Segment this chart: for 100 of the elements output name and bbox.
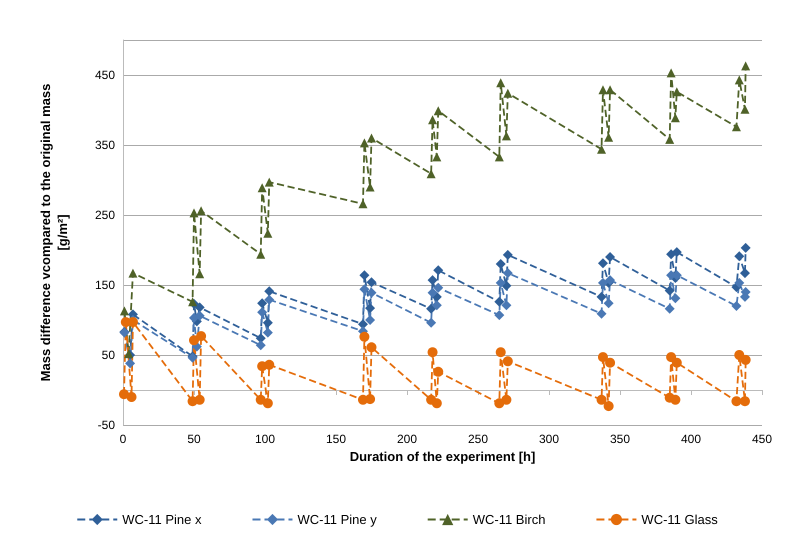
point [664,286,675,296]
x-tick-label: 150 [326,432,346,446]
point [596,394,607,405]
point [606,85,615,94]
point [740,268,750,278]
point [128,317,138,328]
y-tick-label: 50 [102,348,116,362]
point [432,152,442,162]
point [740,396,750,406]
point [120,306,129,316]
y-axis-title: Mass difference vcompared to the original mass [g/m²] [38,84,70,382]
point [262,328,273,338]
point [358,199,368,208]
point [358,319,368,330]
point [496,347,506,358]
x-tick-label: 300 [538,432,560,446]
point [494,296,504,307]
point [196,206,206,216]
point [433,265,444,276]
point [741,61,750,70]
point [596,308,607,319]
legend-label: WC-11 Pine y [297,512,378,527]
point [426,304,436,314]
point [365,303,376,314]
point [734,251,744,262]
x-tick-label: 0 [120,432,127,446]
point [670,394,680,405]
point [740,242,751,253]
point [731,396,742,406]
legend-label: WC-11 Birch [472,512,546,527]
point [125,358,136,368]
point [598,85,608,94]
point [194,310,205,321]
point [731,301,742,311]
point [670,293,680,304]
point [666,68,676,78]
point [194,302,205,312]
point [359,270,370,280]
point [432,300,442,310]
point [366,342,376,352]
point [734,75,744,84]
point [666,352,676,362]
point [257,298,268,308]
point [597,144,606,154]
point [672,87,682,96]
x-tick-label: 400 [680,432,702,446]
point [366,288,376,298]
point [367,134,376,142]
point [126,392,137,402]
point [734,278,744,288]
point [732,122,741,132]
point [598,258,608,268]
point [258,183,267,192]
point [264,286,274,296]
point [256,340,266,350]
point [365,315,376,325]
point [359,284,370,294]
point [598,352,608,362]
point [359,332,370,342]
point [502,356,513,366]
point [188,297,198,306]
point [128,268,138,278]
point [501,300,512,310]
point [432,398,442,408]
point [605,358,616,368]
point [502,250,513,260]
point [195,269,204,278]
point [365,394,376,404]
point [596,292,607,302]
point [428,115,438,124]
point [190,208,198,218]
point [502,268,513,278]
x-tick-label: 100 [254,432,276,446]
x-tick-label: 450 [752,432,772,446]
point [119,389,129,400]
point [496,259,506,269]
point [740,104,750,114]
legend-label: WC-11 Pine x [122,512,202,527]
point [257,307,268,318]
point [604,298,614,308]
y-tick-label: 150 [94,278,116,292]
point [428,275,438,286]
y-tick-label: 350 [94,138,116,152]
x-tick-label: 200 [396,432,418,446]
point [194,394,205,405]
point [496,278,506,288]
point [664,304,675,314]
legend-label: WC-11 Glass [641,512,718,527]
point [496,78,506,88]
x-axis-title: Duration of the experiment [h] [350,448,536,464]
point [604,132,614,142]
point [433,282,444,293]
point [366,277,376,288]
point [501,394,512,405]
point [502,131,511,140]
point [256,333,266,344]
point [264,360,274,370]
point [605,275,616,286]
point [428,288,438,298]
point [494,310,504,320]
